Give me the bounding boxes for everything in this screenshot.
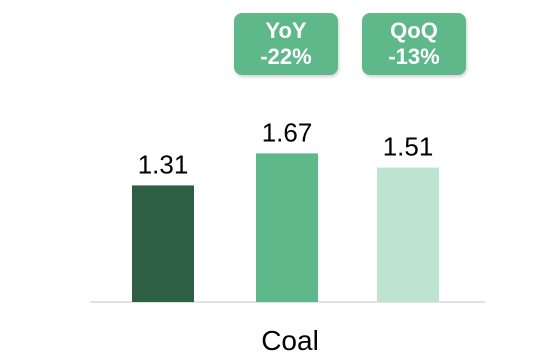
bar-3 [377, 167, 439, 302]
x-axis-category-label: Coal [261, 325, 319, 356]
qoq-badge-value: -13% [388, 44, 440, 69]
data-label-1: 1.31 [138, 149, 189, 179]
qoq-badge: QoQ -13% [362, 13, 466, 75]
data-label-2: 1.67 [262, 117, 313, 147]
yoy-badge-label: YoY [265, 18, 307, 43]
yoy-badge: YoY -22% [234, 13, 338, 75]
data-label-3: 1.51 [383, 132, 434, 162]
bar-1 [132, 185, 194, 302]
bar-2 [256, 153, 318, 302]
qoq-badge-label: QoQ [390, 18, 438, 43]
yoy-badge-value: -22% [260, 44, 312, 69]
